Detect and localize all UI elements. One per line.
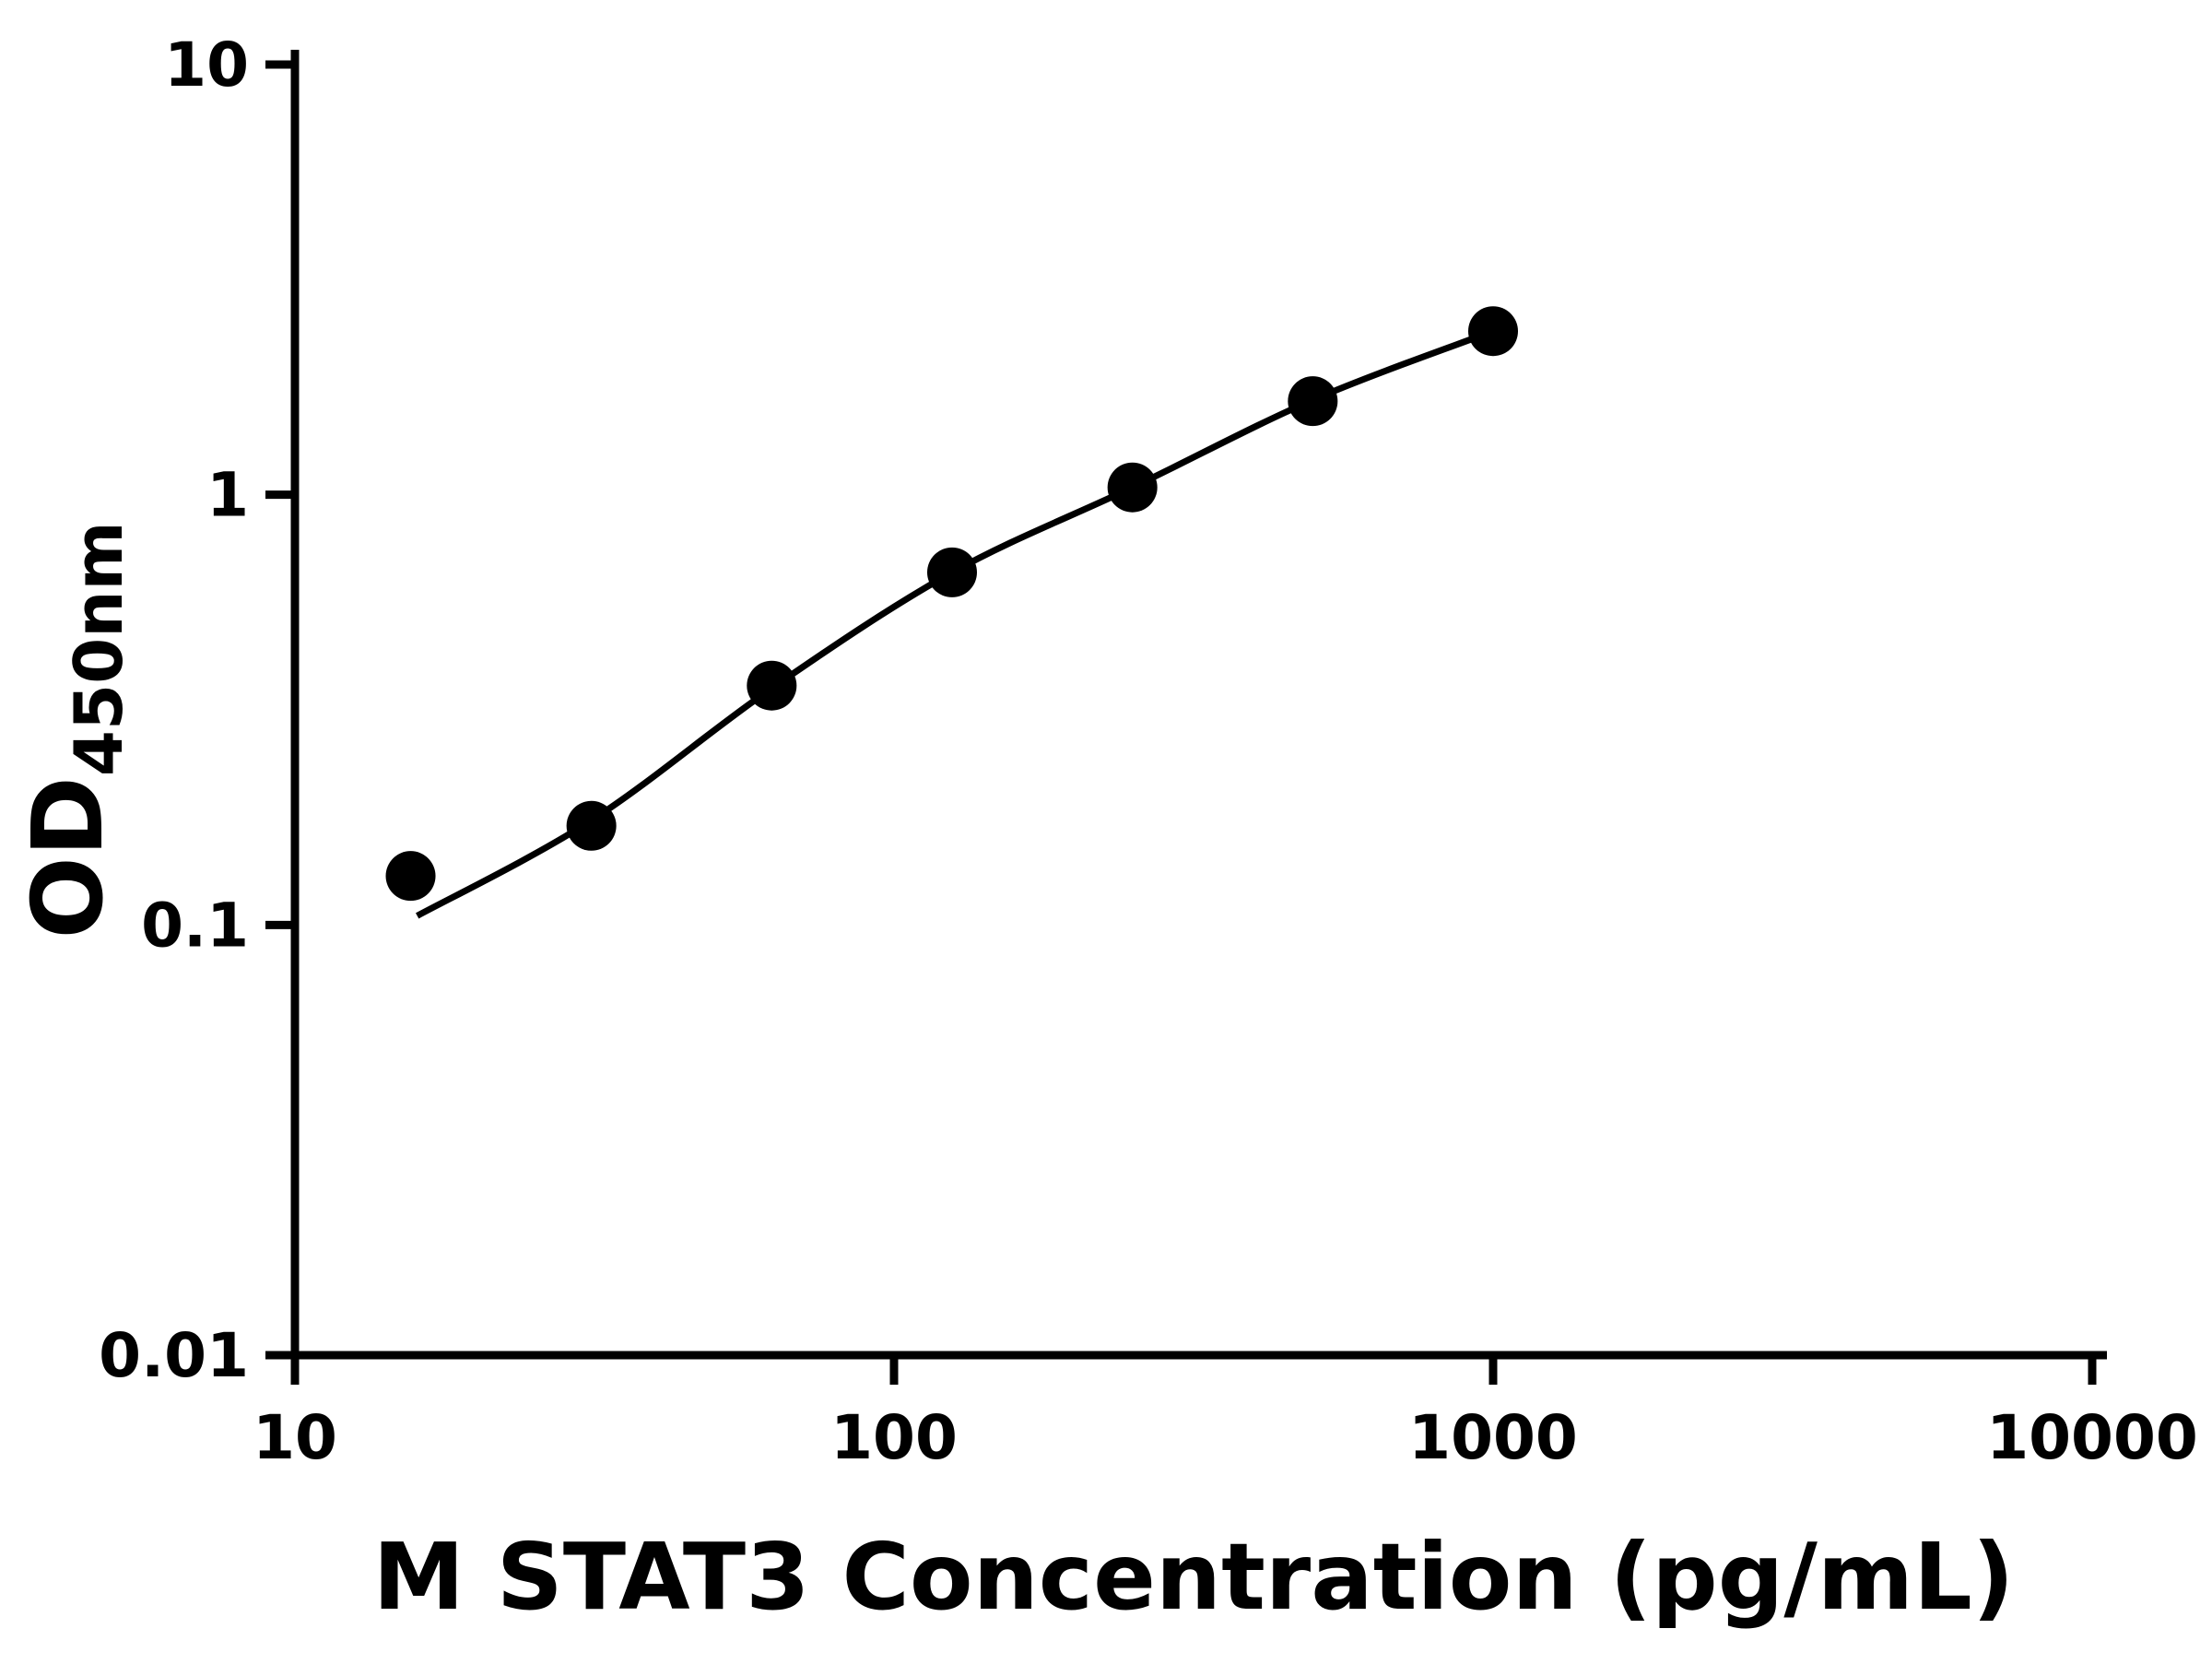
data-point (1107, 462, 1158, 513)
data-point (747, 660, 797, 711)
data-point (1288, 376, 1338, 427)
x-tick-label: 1000 (1408, 1402, 1578, 1473)
y-tick-label: 10 (164, 30, 249, 100)
y-axis-title-main: OD (12, 776, 124, 938)
x-axis-title: M STAT3 Concentration (pg/mL) (372, 1523, 2014, 1631)
data-point (1468, 306, 1518, 357)
data-point (926, 547, 977, 597)
y-tick-label: 0.1 (141, 890, 249, 961)
y-axis-title: OD450nm (12, 522, 137, 939)
x-tick-label: 100 (830, 1402, 958, 1473)
x-tick-label: 10 (253, 1402, 337, 1473)
y-tick-label: 1 (206, 460, 249, 531)
y-tick-label: 0.01 (99, 1320, 249, 1391)
x-tick-label: 10000 (1986, 1402, 2198, 1473)
data-point (566, 800, 617, 851)
data-point (385, 851, 436, 902)
plot-area: 10 100 1000 10000 0.01 0.1 1 10 (99, 30, 2198, 1473)
y-axis-title-sub: 450nm (60, 522, 137, 777)
